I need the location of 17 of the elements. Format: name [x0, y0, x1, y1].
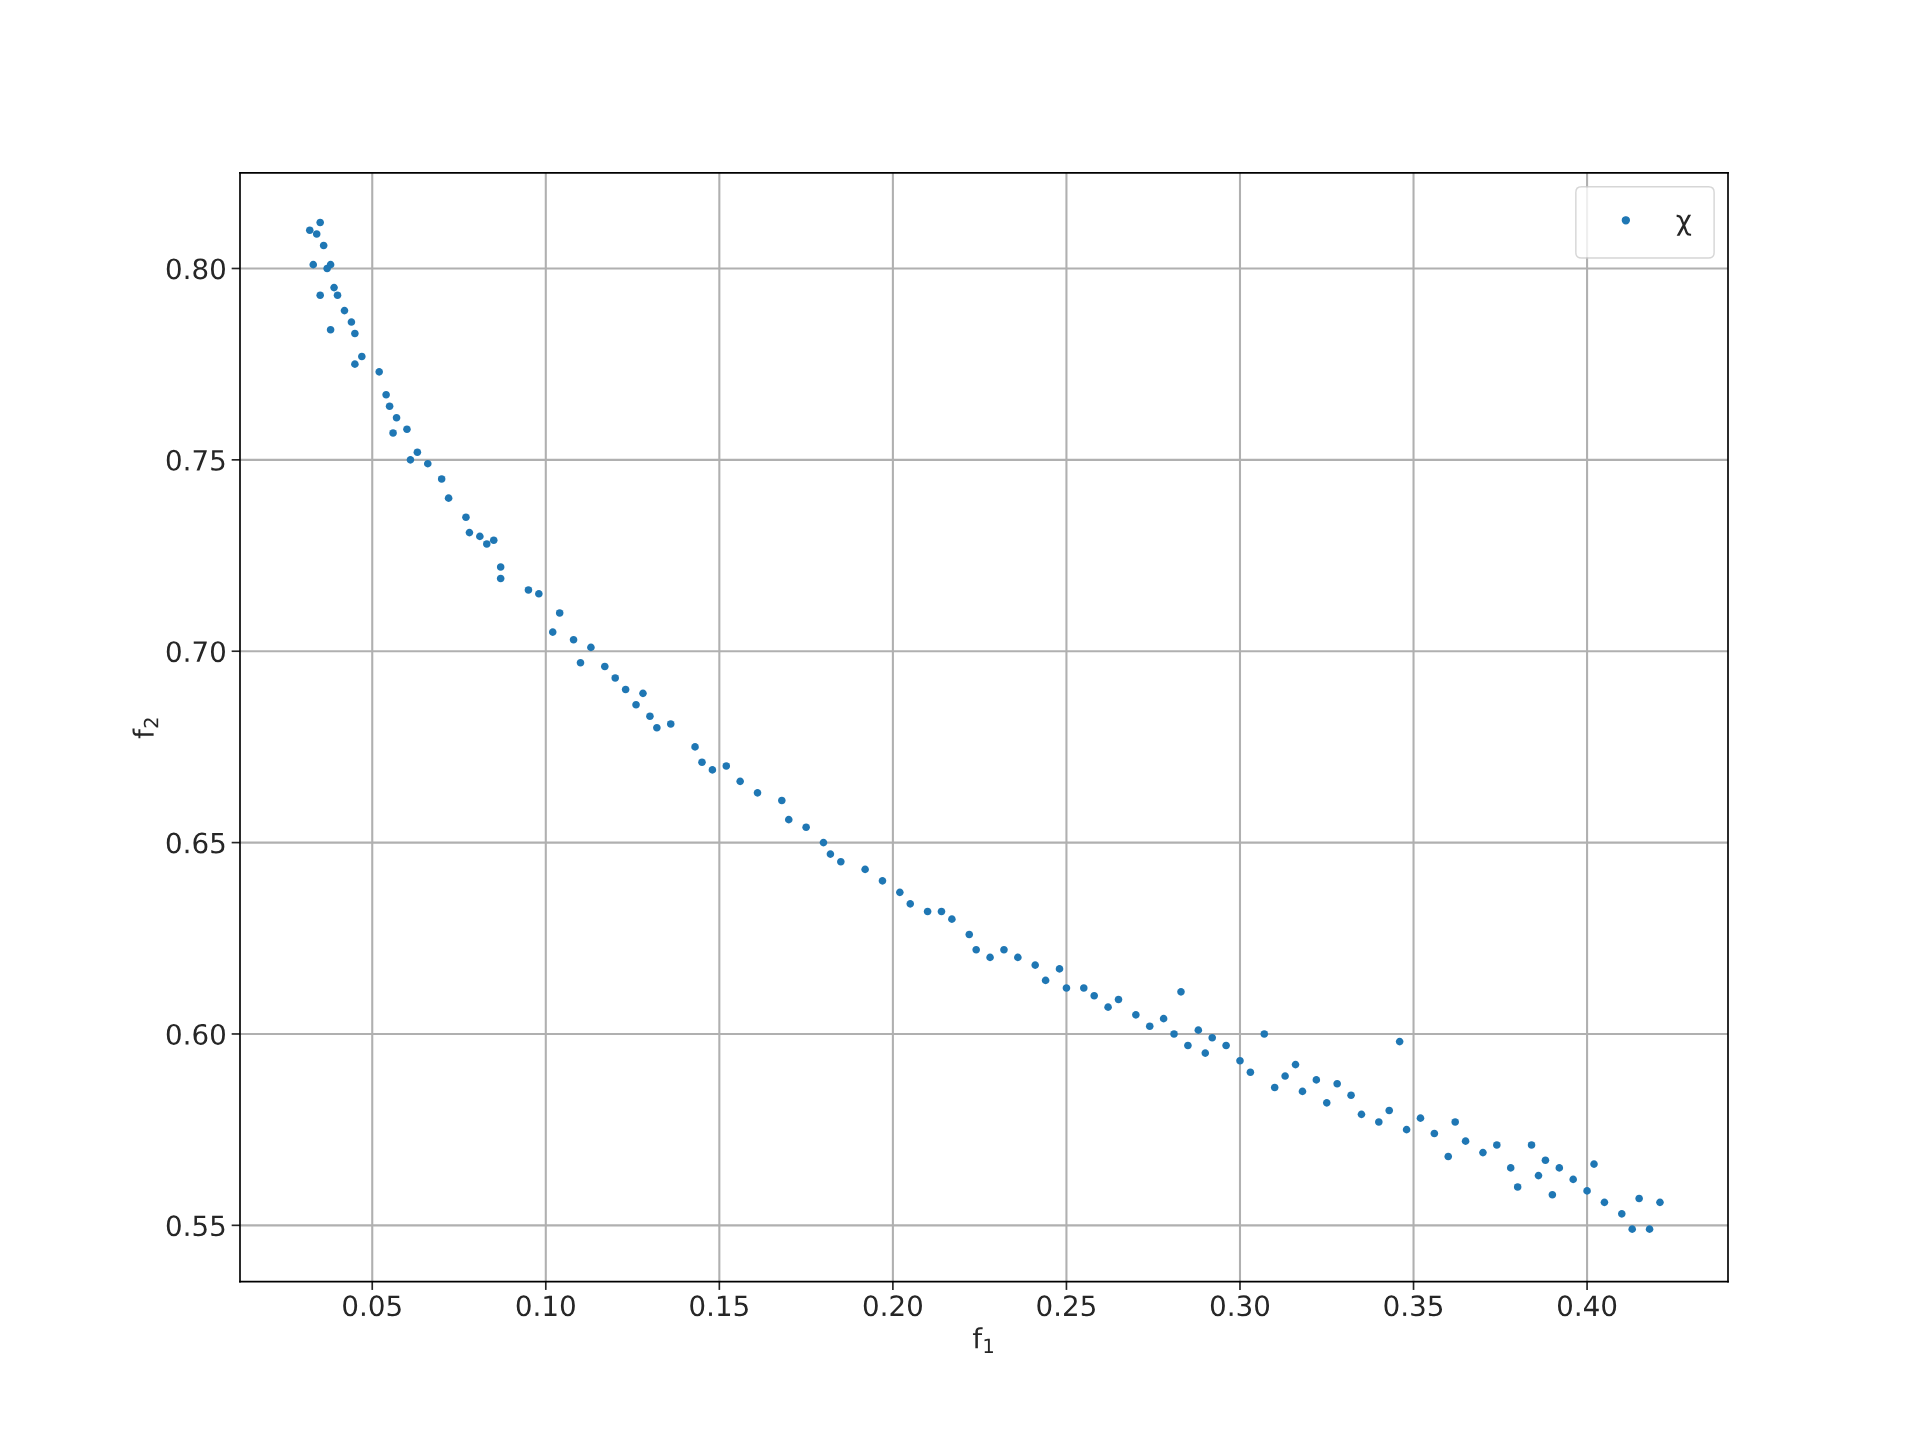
x-tick-label: 0.35 — [1384, 1295, 1443, 1317]
y-tick-label: 0.60 — [166, 1023, 225, 1045]
y-tick-label: 0.75 — [166, 449, 225, 471]
y-tick-label: 0.55 — [166, 1215, 225, 1237]
x-tick-label: 0.25 — [1037, 1295, 1095, 1317]
y-tick-label: 0.80 — [166, 258, 225, 280]
x-tick-label: 0.15 — [690, 1295, 748, 1317]
y-tick-label: 0.65 — [166, 832, 225, 854]
x-tick-label: 0.05 — [343, 1295, 401, 1317]
legend-label: χ — [1676, 214, 1692, 236]
x-tick-label: 0.10 — [516, 1295, 575, 1317]
x-tick-label: 0.30 — [1210, 1295, 1270, 1317]
x-tick-label: 0.40 — [1557, 1295, 1617, 1317]
y-axis-title: f$_{2}$ — [132, 718, 159, 739]
x-tick-label: 0.20 — [863, 1295, 922, 1317]
y-tick-label: 0.70 — [166, 641, 225, 663]
x-axis-title: f$_{1}$ — [972, 1327, 993, 1353]
